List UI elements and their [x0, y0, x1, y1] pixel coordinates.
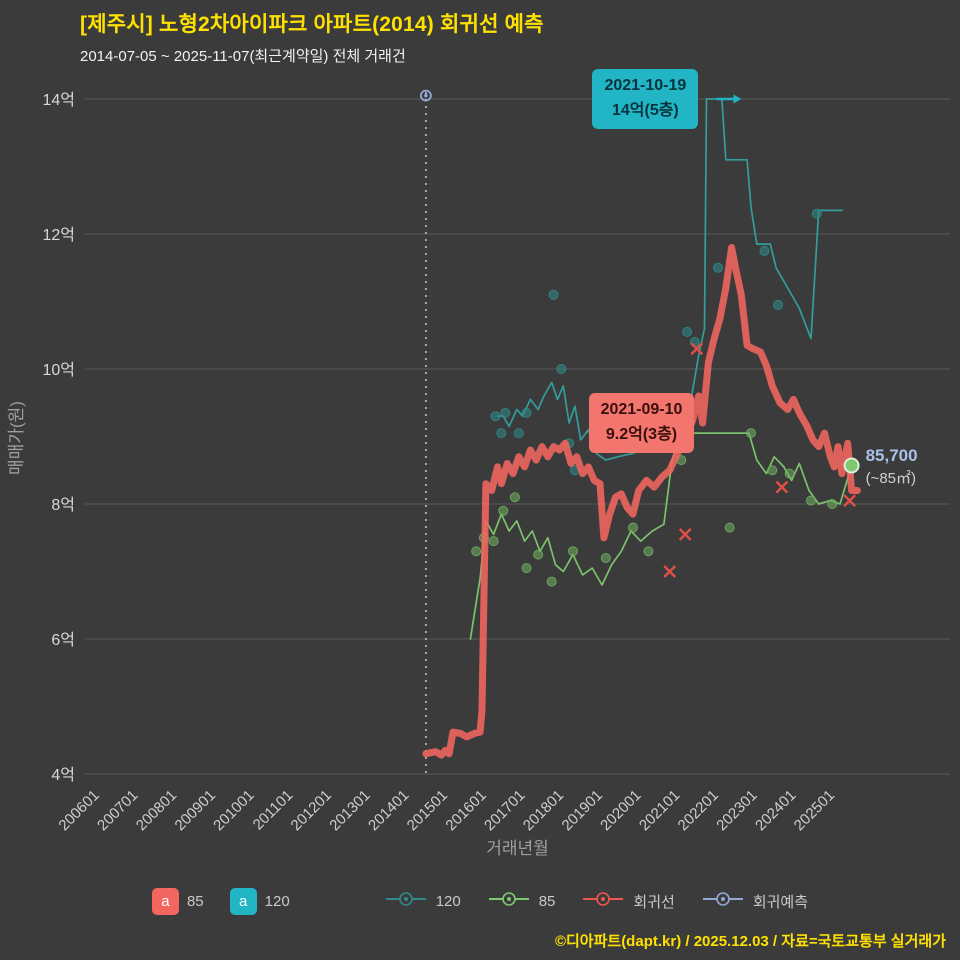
legend-color-chip: a	[151, 888, 179, 915]
y-axis-title: 매매가(원)	[7, 401, 26, 475]
legend-item-120[interactable]: a 120	[229, 888, 290, 915]
svg-text:200901: 200901	[172, 787, 219, 834]
svg-text:201901: 201901	[559, 787, 606, 834]
svg-text:201701: 201701	[481, 787, 528, 834]
legend-item-회귀예측[interactable]: 회귀예측	[701, 891, 808, 912]
legend-item-회귀선[interactable]: 회귀선	[581, 891, 675, 912]
annotation-price: 14억(5층)	[611, 101, 679, 119]
annotation-date: 2021-10-19	[604, 77, 687, 94]
legend-label: 120	[264, 893, 290, 910]
legend-color-chip: a	[229, 888, 257, 915]
svg-text:201301: 201301	[326, 787, 373, 834]
annotation-peak-price: 2021-10-19 14억(5층)	[592, 69, 699, 129]
annotation-price: 9.2억(3층)	[605, 425, 678, 443]
legend-marker-icon	[384, 891, 428, 912]
svg-text:201101: 201101	[250, 787, 297, 834]
svg-text:10억: 10억	[42, 361, 75, 379]
svg-text:201501: 201501	[404, 787, 451, 834]
annotation-arrow-icon	[716, 94, 742, 104]
chart-title: [제주시] 노형2차아이파크 아파트(2014) 회귀선 예측	[80, 13, 544, 36]
series-85-trades	[471, 428, 838, 587]
svg-text:200601: 200601	[55, 787, 102, 834]
chart-header: [제주시] 노형2차아이파크 아파트(2014) 회귀선 예측 2014-07-…	[80, 8, 544, 66]
price-chart: 4억6억8억10억12억14억2006012007012008012009012…	[7, 89, 950, 858]
series-85	[469, 432, 853, 640]
latest-price-area: (~85㎡)	[865, 470, 917, 488]
legend-item-85[interactable]: a 85	[151, 888, 204, 915]
svg-text:4억: 4억	[51, 766, 75, 784]
svg-text:200701: 200701	[94, 787, 141, 834]
legend-label: 회귀선	[633, 894, 675, 911]
legend-label: 120	[435, 893, 461, 910]
svg-text:202401: 202401	[752, 787, 799, 834]
legend: a 85 a 120 120 85 회귀선 회귀예측	[0, 888, 960, 915]
svg-text:12억: 12억	[42, 226, 75, 244]
svg-text:201601: 201601	[442, 787, 489, 834]
series-회귀선	[422, 244, 861, 759]
legend-label: 회귀예측	[752, 894, 809, 911]
annotation-date: 2021-09-10	[600, 401, 683, 418]
svg-text:201001: 201001	[210, 787, 257, 834]
svg-text:6억: 6억	[51, 631, 75, 649]
svg-text:201201: 201201	[288, 787, 335, 834]
svg-text:202001: 202001	[597, 787, 644, 834]
svg-text:202201: 202201	[675, 787, 722, 834]
svg-text:201801: 201801	[520, 787, 567, 834]
latest-price-label: 85,700 (~85㎡)	[866, 444, 918, 490]
legend-marker-icon	[581, 891, 625, 912]
x-axis-title: 거래년월	[486, 839, 549, 858]
legend-label: 85	[538, 893, 556, 910]
annotation-regression-price: 2021-09-10 9.2억(3층)	[588, 393, 695, 453]
svg-text:14억: 14억	[42, 91, 75, 109]
svg-text:201401: 201401	[365, 787, 412, 834]
svg-text:202501: 202501	[791, 787, 838, 834]
svg-text:200801: 200801	[133, 787, 180, 834]
latest-price-value: 85,700	[865, 445, 918, 465]
y-tick-labels: 4억 6억 8억 10억 12억 14억	[42, 91, 75, 784]
legend-marker-icon	[487, 891, 531, 912]
x-tick-labels: 2006012007012008012009012010012011012012…	[55, 787, 838, 834]
legend-item-85[interactable]: 85	[487, 891, 556, 912]
series-outliers	[663, 342, 857, 578]
gridlines	[85, 98, 950, 775]
chart-subtitle: 2014-07-05 ~ 2025-11-07(최근계약일) 전체 거래건	[80, 48, 406, 65]
series-latest-trade	[843, 457, 860, 474]
legend-marker-icon	[701, 891, 745, 912]
svg-text:202101: 202101	[636, 787, 683, 834]
legend-item-120[interactable]: 120	[384, 891, 461, 912]
svg-text:8억: 8억	[51, 496, 75, 514]
credit-text: ©디아파트(dapt.kr) / 2025.12.03 / 자료=국토교통부 실…	[554, 933, 946, 950]
legend-label: 85	[186, 893, 204, 910]
series-회귀예측	[419, 89, 432, 102]
svg-text:202301: 202301	[713, 787, 760, 834]
